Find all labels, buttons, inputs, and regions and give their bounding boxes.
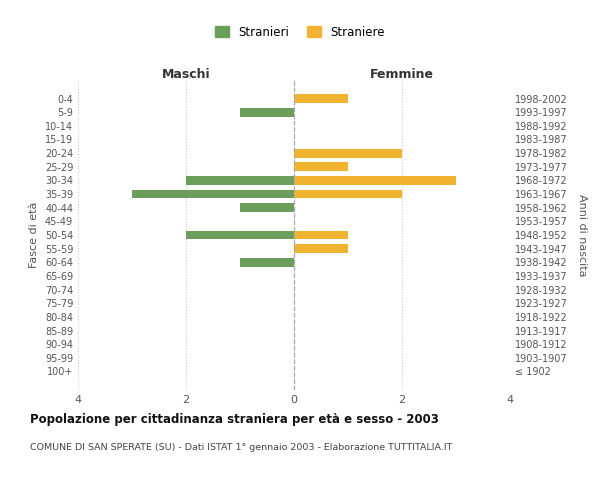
Y-axis label: Fasce di età: Fasce di età — [29, 202, 39, 268]
Bar — [240, 258, 294, 266]
Bar — [132, 190, 294, 198]
Bar — [294, 94, 348, 103]
Bar — [294, 190, 402, 198]
Bar — [186, 230, 294, 239]
Text: COMUNE DI SAN SPERATE (SU) - Dati ISTAT 1° gennaio 2003 - Elaborazione TUTTITALI: COMUNE DI SAN SPERATE (SU) - Dati ISTAT … — [30, 442, 452, 452]
Y-axis label: Anni di nascita: Anni di nascita — [577, 194, 587, 276]
Bar — [294, 148, 402, 158]
Bar — [240, 108, 294, 116]
Bar — [294, 162, 348, 171]
Bar — [294, 176, 456, 185]
Text: Femmine: Femmine — [370, 68, 434, 81]
Legend: Stranieri, Straniere: Stranieri, Straniere — [210, 21, 390, 44]
Text: Popolazione per cittadinanza straniera per età e sesso - 2003: Popolazione per cittadinanza straniera p… — [30, 412, 439, 426]
Bar — [186, 176, 294, 185]
Bar — [294, 230, 348, 239]
Bar — [294, 244, 348, 253]
Bar — [240, 204, 294, 212]
Text: Maschi: Maschi — [161, 68, 211, 81]
